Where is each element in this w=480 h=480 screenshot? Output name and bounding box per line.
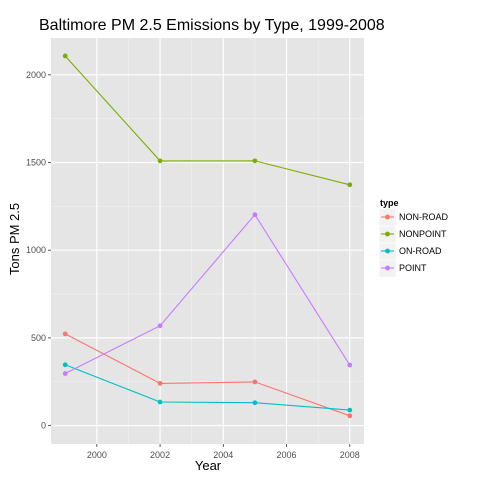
legend-key-point bbox=[385, 214, 390, 220]
data-point-nonpoint bbox=[62, 53, 68, 59]
data-point-on-road bbox=[252, 400, 258, 406]
y-axis-ticks: 0 500 1000 1500 2000 bbox=[26, 70, 51, 431]
y-tick-label: 0 bbox=[41, 421, 46, 431]
data-point-point bbox=[62, 371, 68, 376]
y-axis-label: Tons PM 2.5 bbox=[7, 203, 22, 275]
legend-key-point bbox=[385, 265, 390, 271]
grid-lines bbox=[51, 38, 364, 444]
legend-item-nonpoint: NONPOINT bbox=[378, 225, 447, 244]
data-point-point bbox=[347, 362, 353, 368]
data-point-nonpoint bbox=[157, 158, 163, 164]
series-point bbox=[62, 212, 353, 376]
series-line-on-road bbox=[64, 364, 350, 411]
data-point-point bbox=[157, 323, 163, 329]
data-point-on-road bbox=[157, 399, 163, 405]
legend-key-point bbox=[385, 248, 390, 254]
data-point-non-road bbox=[157, 380, 163, 386]
legend-item-non-road: NON-ROAD bbox=[378, 208, 448, 227]
legend-label: POINT bbox=[399, 263, 427, 273]
legend-label: NONPOINT bbox=[399, 229, 447, 239]
x-tick-label: 2008 bbox=[340, 450, 360, 460]
legend: type NON-ROAD NONPOINT ON-ROAD POINT bbox=[378, 198, 448, 278]
series-line-non-road bbox=[64, 333, 350, 417]
plot-panel bbox=[51, 38, 364, 444]
y-tick-label: 1500 bbox=[26, 158, 46, 168]
chart-title: Baltimore PM 2.5 Emissions by Type, 1999… bbox=[39, 17, 385, 34]
legend-label: NON-ROAD bbox=[399, 212, 448, 222]
y-tick-label: 1000 bbox=[26, 245, 46, 255]
legend-label: ON-ROAD bbox=[399, 246, 442, 256]
series-layer bbox=[62, 53, 353, 419]
series-nonpoint bbox=[62, 53, 353, 188]
y-tick-label: 2000 bbox=[26, 70, 46, 80]
data-point-nonpoint bbox=[347, 182, 353, 188]
series-on-road bbox=[62, 362, 353, 413]
data-point-non-road bbox=[347, 413, 353, 419]
legend-item-on-road: ON-ROAD bbox=[378, 242, 442, 261]
data-point-on-road bbox=[62, 362, 68, 368]
x-tick-label: 2006 bbox=[277, 450, 297, 460]
series-line-point bbox=[64, 213, 351, 374]
data-point-point bbox=[252, 212, 258, 218]
x-tick-label: 2000 bbox=[87, 450, 107, 460]
legend-item-point: POINT bbox=[378, 259, 427, 278]
data-point-non-road bbox=[252, 379, 258, 385]
series-line-nonpoint bbox=[64, 55, 350, 186]
data-point-nonpoint bbox=[252, 158, 258, 164]
x-axis-ticks: 2000 2002 2004 2006 2008 bbox=[87, 444, 360, 460]
legend-title: type bbox=[380, 198, 399, 208]
x-tick-label: 2002 bbox=[150, 450, 170, 460]
data-point-on-road bbox=[347, 407, 353, 413]
x-tick-label: 2004 bbox=[213, 450, 233, 460]
series-non-road bbox=[62, 331, 353, 419]
legend-key-point bbox=[385, 231, 390, 237]
x-axis-label: Year bbox=[195, 458, 222, 473]
data-point-non-road bbox=[62, 331, 68, 337]
y-tick-label: 500 bbox=[31, 333, 46, 343]
